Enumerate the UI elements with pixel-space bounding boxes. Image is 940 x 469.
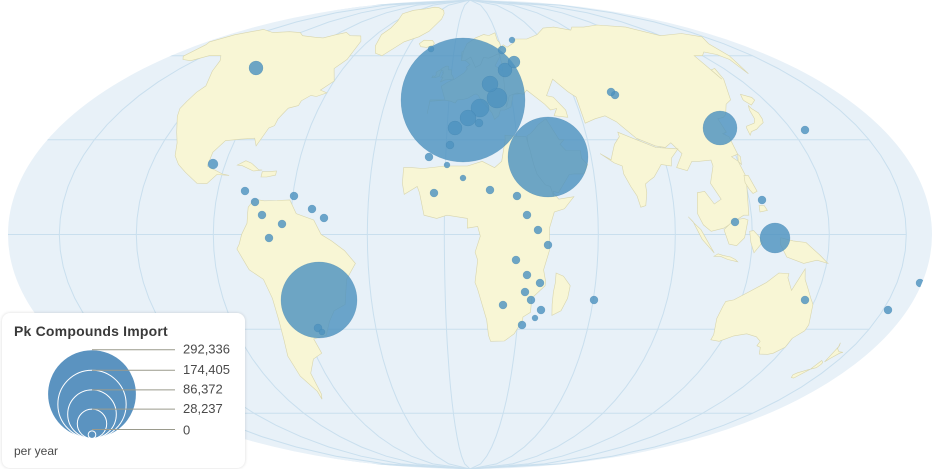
svg-text:174,405: 174,405 (183, 362, 230, 377)
svg-text:0: 0 (183, 422, 190, 437)
svg-text:86,372: 86,372 (183, 382, 223, 397)
svg-text:292,336: 292,336 (183, 342, 230, 357)
svg-text:28,237: 28,237 (183, 401, 223, 416)
